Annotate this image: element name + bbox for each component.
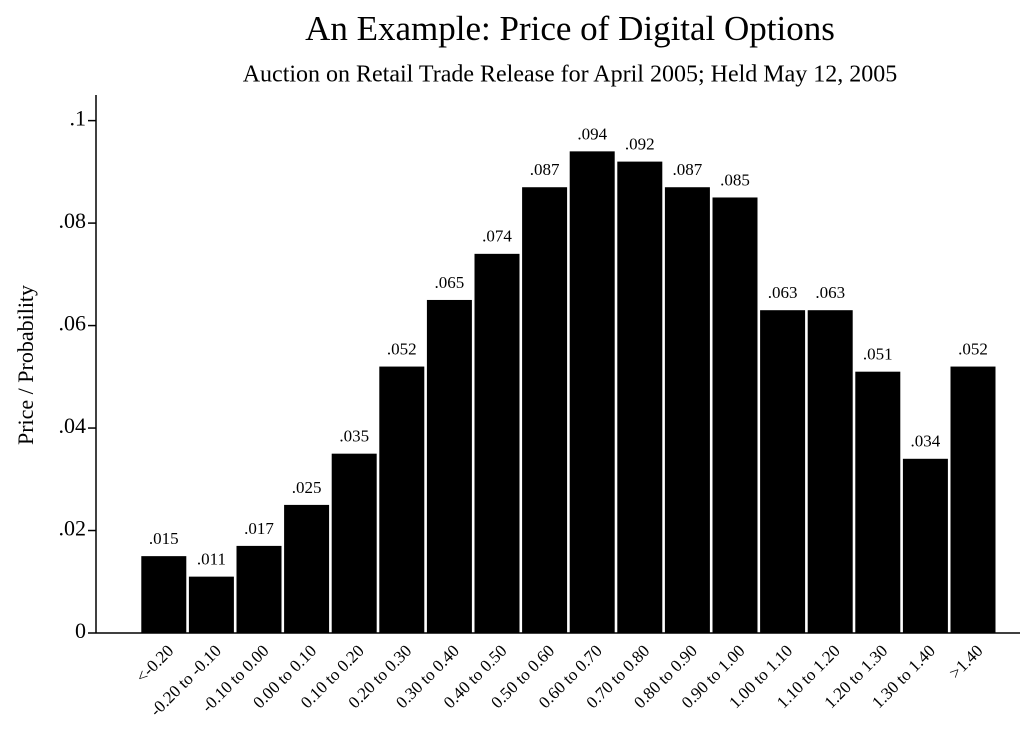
bar bbox=[664, 187, 710, 633]
y-tick-label: .02 bbox=[59, 516, 87, 541]
value-label: .052 bbox=[387, 339, 417, 358]
bar bbox=[331, 453, 377, 633]
value-label: .085 bbox=[720, 170, 750, 189]
value-label: .035 bbox=[339, 427, 369, 446]
value-label: .087 bbox=[530, 160, 560, 179]
value-label: .034 bbox=[911, 432, 941, 451]
value-label: .063 bbox=[768, 283, 798, 302]
value-label: .063 bbox=[815, 283, 845, 302]
bar bbox=[569, 151, 615, 633]
y-tick-label: .08 bbox=[59, 208, 87, 233]
bar bbox=[188, 576, 234, 633]
bar bbox=[950, 366, 996, 633]
bar bbox=[712, 197, 758, 633]
chart-subtitle: Auction on Retail Trade Release for Apri… bbox=[243, 62, 898, 88]
bar bbox=[284, 504, 330, 633]
bar bbox=[236, 545, 282, 633]
value-label: .017 bbox=[244, 519, 274, 538]
bar bbox=[760, 310, 806, 633]
y-tick-label: .06 bbox=[59, 311, 87, 336]
value-label: .092 bbox=[625, 135, 655, 154]
value-label: .015 bbox=[149, 529, 179, 548]
x-tick-label: >1.40 bbox=[945, 641, 986, 682]
y-tick-label: .1 bbox=[70, 106, 87, 131]
bar bbox=[807, 310, 853, 633]
value-label: .094 bbox=[577, 124, 607, 143]
value-label: .051 bbox=[863, 345, 893, 364]
bar bbox=[426, 299, 472, 633]
value-label: .025 bbox=[292, 478, 322, 497]
y-tick-label: .04 bbox=[59, 413, 87, 438]
bar bbox=[617, 161, 663, 633]
bar bbox=[522, 187, 568, 633]
y-axis-label: Price / Probability bbox=[13, 285, 38, 445]
bar bbox=[379, 366, 425, 633]
value-label: .065 bbox=[435, 273, 465, 292]
x-tick-label: <-0.20 bbox=[132, 641, 177, 686]
bar bbox=[141, 556, 187, 633]
bar bbox=[902, 458, 948, 633]
value-label: .074 bbox=[482, 227, 512, 246]
bar bbox=[855, 371, 901, 633]
y-tick-label: 0 bbox=[75, 618, 86, 643]
value-label: .087 bbox=[673, 160, 703, 179]
value-label: .011 bbox=[197, 550, 226, 569]
value-label: .052 bbox=[958, 339, 988, 358]
chart-title: An Example: Price of Digital Options bbox=[305, 9, 835, 48]
bar bbox=[474, 253, 520, 634]
